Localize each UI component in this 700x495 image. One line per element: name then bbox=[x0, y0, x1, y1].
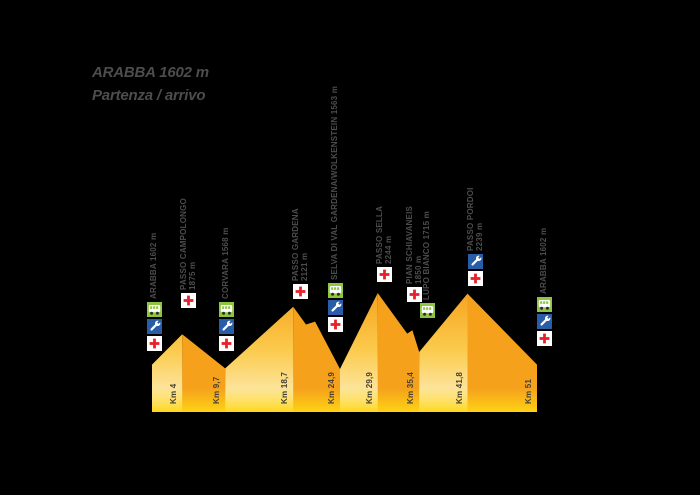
station-label-line: CORVARA 1568 m bbox=[221, 227, 231, 299]
station-label-line: SELVA DI VAL GARDENA/WOLKENSTEIN 1563 m bbox=[330, 85, 339, 280]
medical-cross-icon bbox=[219, 336, 234, 351]
station-label-line: 1875 m bbox=[187, 261, 197, 290]
service-icon-stack-passo-sella bbox=[376, 267, 392, 284]
page-title: ARABBA 1602 m bbox=[92, 64, 209, 81]
profile-segment-descent bbox=[377, 293, 420, 412]
station-label-arabba-start: ARABBA 1602 m bbox=[149, 232, 159, 299]
profile-segment-climb bbox=[419, 293, 468, 412]
medical-cross-icon bbox=[181, 293, 197, 308]
service-icon-stack-selva-val-gardena bbox=[327, 283, 343, 334]
medical-cross-icon bbox=[467, 271, 483, 286]
page-subtitle: Partenza / arrivo bbox=[92, 87, 206, 104]
shuttle-bus-icon bbox=[536, 297, 552, 312]
medical-cross-icon bbox=[146, 336, 162, 351]
medical-cross-icon bbox=[327, 317, 343, 332]
medical-cross-icon bbox=[406, 287, 422, 302]
mechanical-assistance-wrench-icon bbox=[536, 314, 552, 329]
km-marker-label: Km 4 bbox=[169, 383, 179, 404]
station-label-corvara: CORVARA 1568 m bbox=[221, 227, 231, 299]
station-label-line: ARABBA 1602 m bbox=[539, 227, 548, 294]
service-icon-stack-arabba-finish bbox=[536, 297, 552, 348]
shuttle-bus-icon bbox=[327, 283, 343, 298]
station-label-line: 2121 m bbox=[299, 252, 309, 281]
title-block: ARABBA 1602 m Partenza / arrivo bbox=[92, 64, 209, 104]
profile-segment-climb bbox=[340, 293, 379, 412]
profile-segment-descent bbox=[467, 293, 537, 412]
shuttle-bus-icon bbox=[146, 302, 162, 317]
mechanical-assistance-wrench-icon bbox=[467, 254, 483, 269]
station-label-pian-schiavaneis: PIAN SCHIAVANEIS 1850 m bbox=[404, 205, 423, 284]
station-label-line: ARABBA 1602 m bbox=[149, 232, 158, 299]
km-marker-label: Km 9,7 bbox=[212, 376, 222, 404]
mechanical-assistance-wrench-icon bbox=[219, 319, 234, 334]
station-label-arabba-finish: ARABBA 1602 m bbox=[539, 227, 549, 294]
station-label-passo-campolongo: PASSO CAMPOLONGO 1875 m bbox=[179, 198, 197, 290]
km-marker-label: Km 24,9 bbox=[327, 371, 336, 404]
station-label-passo-sella: PASSO SELLA 2244 m bbox=[374, 205, 393, 264]
shuttle-bus-icon bbox=[420, 303, 435, 318]
km-marker-label: Km 51 bbox=[524, 378, 533, 404]
service-icon-stack-lupo-bianco bbox=[420, 303, 435, 320]
station-label-line: LUPO BIANCO 1715 m bbox=[422, 211, 432, 300]
profile-segment-descent bbox=[293, 306, 341, 412]
service-icon-stack-pian-schiavaneis bbox=[406, 287, 422, 304]
station-label-lupo-bianco: LUPO BIANCO 1715 m bbox=[422, 211, 432, 300]
service-icon-stack-arabba-start bbox=[146, 302, 162, 353]
mechanical-assistance-wrench-icon bbox=[327, 300, 343, 315]
station-label-line: 2239 m bbox=[474, 222, 483, 251]
km-marker-label: Km 41,8 bbox=[454, 371, 464, 404]
station-label-line: PASSO SELLA bbox=[374, 205, 384, 264]
medical-cross-icon bbox=[376, 267, 392, 282]
service-icon-stack-passo-pordoi bbox=[467, 254, 483, 288]
km-marker-label: Km 18,7 bbox=[280, 371, 290, 404]
profile-segment-climb bbox=[225, 306, 294, 412]
shuttle-bus-icon bbox=[219, 302, 234, 317]
medical-cross-icon bbox=[536, 331, 552, 346]
km-marker-label: Km 35,4 bbox=[406, 371, 416, 404]
km-marker-label: Km 29,9 bbox=[364, 371, 374, 404]
station-label-line: PIAN SCHIAVANEIS bbox=[404, 205, 414, 284]
medical-cross-icon bbox=[293, 284, 309, 299]
service-icon-stack-corvara bbox=[219, 302, 234, 353]
mechanical-assistance-wrench-icon bbox=[146, 319, 162, 334]
service-icon-stack-passo-gardena bbox=[293, 284, 309, 301]
station-label-passo-pordoi: PASSO PORDOI 2239 m bbox=[465, 187, 484, 251]
station-label-line: 2244 m bbox=[383, 235, 393, 264]
station-label-selva-val-gardena: SELVA DI VAL GARDENA/WOLKENSTEIN 1563 m bbox=[330, 85, 340, 280]
station-label-passo-gardena: PASSO GARDENA 2121 m bbox=[291, 208, 309, 281]
baseline-glow bbox=[152, 388, 537, 412]
station-label-line: PASSO PORDOI bbox=[465, 187, 475, 251]
service-icon-stack-passo-campolongo bbox=[181, 293, 197, 310]
